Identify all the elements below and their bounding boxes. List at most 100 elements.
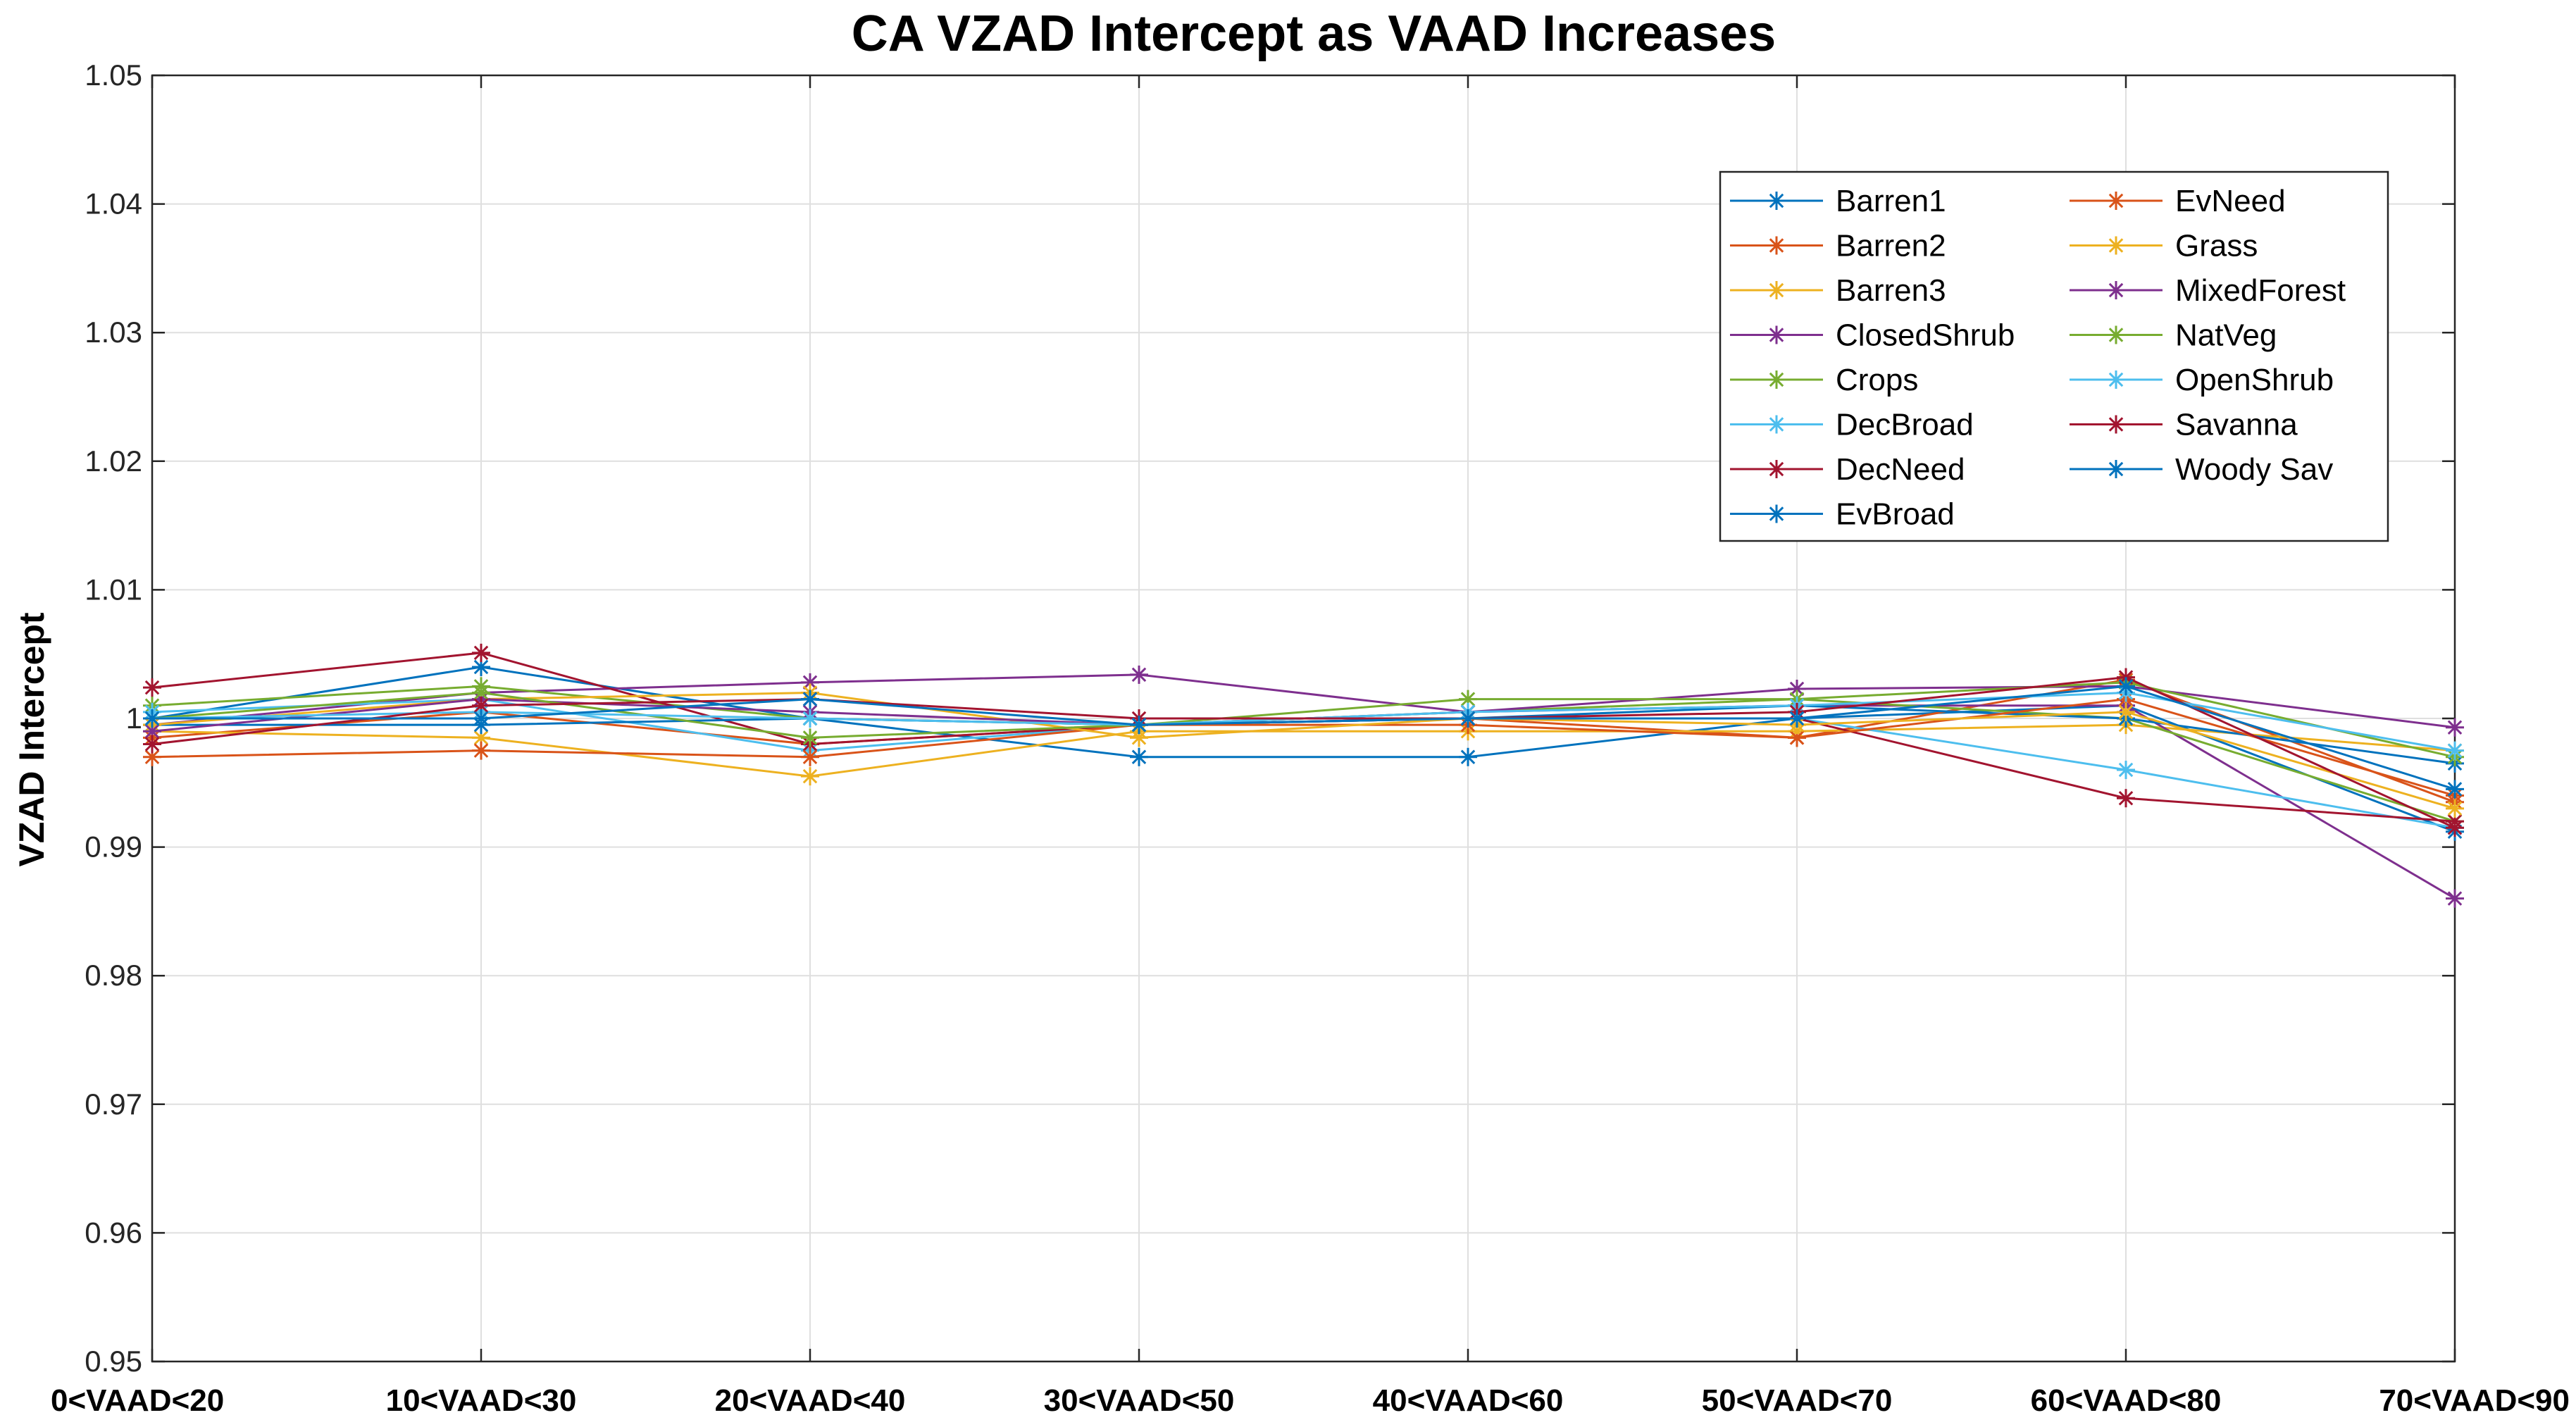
legend-item-decneed: DecNeed bbox=[1730, 452, 1965, 487]
legend-item-grass: Grass bbox=[2070, 229, 2258, 263]
x-tick-label: 70<VAAD<90 bbox=[2379, 1383, 2570, 1418]
legend-label: NatVeg bbox=[2175, 318, 2277, 353]
legend-label: Barren2 bbox=[1836, 229, 1946, 263]
y-tick-label: 1.05 bbox=[85, 58, 142, 92]
legend-marker bbox=[1767, 460, 1786, 478]
data-point-openshrub bbox=[801, 709, 819, 728]
legend-label: MixedForest bbox=[2175, 273, 2346, 308]
data-point-openshrub bbox=[2446, 741, 2464, 760]
legend-item-barren2: Barren2 bbox=[1730, 229, 1946, 263]
legend-item-woody-sav: Woody Sav bbox=[2070, 452, 2333, 487]
legend-label: ClosedShrub bbox=[1836, 318, 2015, 353]
legend: Barren1 Barren2 Barren3 ClosedShrub Crops Dec… bbox=[1719, 170, 2389, 542]
x-tick-label: 40<VAAD<60 bbox=[1373, 1383, 1564, 1418]
data-point-decneed bbox=[143, 678, 161, 697]
data-point-woody-sav bbox=[801, 690, 819, 709]
legend-label: Barren3 bbox=[1836, 273, 1946, 308]
legend-marker bbox=[1767, 504, 1786, 523]
legend-item-evbroad: EvBroad bbox=[1730, 497, 1955, 532]
legend-item-openshrub: OpenShrub bbox=[2070, 363, 2334, 397]
legend-label: Savanna bbox=[2175, 408, 2298, 442]
data-point-woody-sav bbox=[2446, 780, 2464, 799]
data-point-closedshrub bbox=[1130, 665, 1148, 684]
legend-marker bbox=[1767, 415, 1786, 434]
y-tick-label: 1 bbox=[126, 702, 142, 735]
legend-label: OpenShrub bbox=[2175, 363, 2334, 397]
data-point-grass bbox=[1130, 728, 1148, 747]
data-point-natveg bbox=[801, 728, 819, 747]
series-line-barren1 bbox=[151, 666, 2456, 833]
legend-marker bbox=[1767, 192, 1786, 210]
y-tick-label: 1.01 bbox=[85, 573, 142, 606]
legend-marker bbox=[2107, 325, 2125, 344]
legend-box bbox=[1719, 170, 2389, 542]
legend-label: Barren1 bbox=[1836, 184, 1946, 218]
legend-item-decbroad: DecBroad bbox=[1730, 408, 1974, 442]
data-point-barren3 bbox=[801, 767, 819, 786]
y-tick-label: 0.96 bbox=[85, 1216, 142, 1249]
legend-item-barren3: Barren3 bbox=[1730, 273, 1946, 308]
data-point-woody-sav bbox=[1459, 709, 1477, 728]
series-line-barren3 bbox=[151, 723, 2456, 778]
data-point-woody-sav bbox=[143, 709, 161, 728]
legend-item-barren1: Barren1 bbox=[1730, 184, 1946, 218]
data-point-decneed bbox=[2117, 789, 2135, 808]
legend-label: EvNeed bbox=[2175, 184, 2286, 218]
data-point-closedshrub bbox=[2446, 889, 2464, 908]
series-lines bbox=[143, 643, 2464, 908]
legend-item-crops: Crops bbox=[1730, 363, 1918, 397]
y-tick-label: 0.99 bbox=[85, 830, 142, 864]
data-point-savanna bbox=[143, 735, 161, 754]
y-axis-label: VZAD Intercept bbox=[12, 612, 51, 867]
series-line-savanna bbox=[151, 676, 2456, 829]
data-point-woody-sav bbox=[1130, 716, 1148, 735]
legend-label: Crops bbox=[1836, 363, 1918, 397]
y-tick-label: 1.02 bbox=[85, 444, 142, 478]
y-tick-label: 0.95 bbox=[85, 1345, 142, 1378]
x-tick-label: 20<VAAD<40 bbox=[715, 1383, 906, 1418]
data-point-closedshrub bbox=[801, 673, 819, 692]
series-line-evneed bbox=[151, 698, 2456, 797]
legend-marker bbox=[2107, 281, 2125, 299]
data-point-woody-sav bbox=[472, 709, 490, 728]
series-line-woody-sav bbox=[152, 685, 2456, 790]
data-point-savanna bbox=[2446, 818, 2464, 837]
y-tick-label: 1.03 bbox=[85, 316, 142, 349]
legend-label: DecNeed bbox=[1836, 452, 1965, 487]
legend-item-savanna: Savanna bbox=[2070, 408, 2298, 442]
y-tick-label: 1.04 bbox=[85, 187, 142, 220]
legend-label: EvBroad bbox=[1836, 497, 1955, 532]
legend-item-closedshrub: ClosedShrub bbox=[1730, 318, 2015, 353]
series-line-natveg bbox=[151, 681, 2456, 759]
x-tick-label: 60<VAAD<80 bbox=[2031, 1383, 2222, 1418]
legend-marker bbox=[2107, 236, 2125, 255]
legend-marker bbox=[1767, 236, 1786, 255]
chart-title: CA VZAD Intercept as VAAD Increases bbox=[852, 6, 1776, 62]
data-point-grass bbox=[2117, 702, 2135, 721]
data-point-woody-sav bbox=[1788, 709, 1806, 728]
data-point-grass bbox=[2446, 799, 2464, 818]
legend-marker bbox=[2107, 415, 2125, 434]
legend-item-natveg: NatVeg bbox=[2070, 318, 2277, 353]
legend-marker bbox=[1767, 281, 1786, 299]
series-line-grass bbox=[151, 691, 2456, 810]
data-point-evneed bbox=[1788, 728, 1806, 747]
data-point-decbroad bbox=[2117, 761, 2135, 780]
legend-marker bbox=[1767, 370, 1786, 389]
y-tick-label: 0.97 bbox=[85, 1088, 142, 1121]
x-tick-label: 10<VAAD<30 bbox=[386, 1383, 577, 1418]
legend-marker bbox=[2107, 192, 2125, 210]
legend-label: Grass bbox=[2175, 229, 2258, 263]
legend-item-evneed: EvNeed bbox=[2070, 184, 2286, 218]
x-tick-label: 0<VAAD<20 bbox=[51, 1383, 224, 1418]
legend-label: Woody Sav bbox=[2175, 452, 2333, 487]
x-tick-label: 30<VAAD<50 bbox=[1044, 1383, 1235, 1418]
data-point-mixedforest bbox=[2446, 718, 2464, 737]
legend-marker bbox=[2107, 460, 2125, 478]
data-point-woody-sav bbox=[2117, 677, 2135, 696]
data-point-decneed bbox=[472, 643, 490, 662]
data-point-evneed bbox=[472, 741, 490, 760]
legend-marker bbox=[1767, 325, 1786, 344]
x-tick-label: 50<VAAD<70 bbox=[1702, 1383, 1893, 1418]
